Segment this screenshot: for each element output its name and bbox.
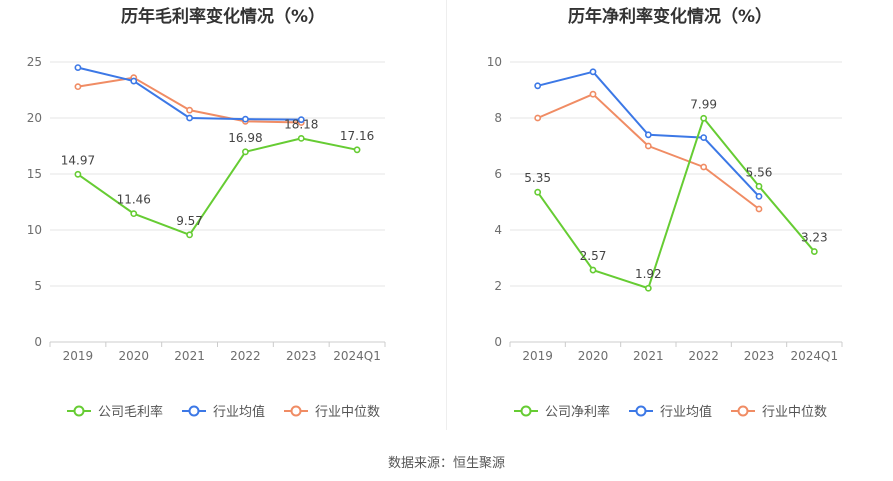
- data-point-company[interactable]: [130, 210, 138, 218]
- y-tick-label: 4: [494, 223, 502, 237]
- legend-line-icon: [181, 405, 206, 416]
- series-line-industry-median: [537, 93, 760, 210]
- net-margin-title: 历年净利率变化情况（%）: [567, 7, 773, 27]
- data-label: 18.18: [284, 117, 318, 131]
- y-tick-label: 25: [27, 55, 42, 69]
- data-point-company[interactable]: [810, 248, 818, 255]
- legend-item-industry-average[interactable]: 行业均值: [181, 401, 265, 420]
- y-tick-label: 2: [494, 279, 502, 293]
- data-point-industry-average[interactable]: [755, 192, 763, 200]
- data-label: 5.56: [746, 165, 773, 179]
- data-point-industry-median[interactable]: [755, 205, 763, 213]
- data-point-company[interactable]: [755, 182, 763, 190]
- legend-label: 行业均值: [659, 405, 712, 420]
- data-point-industry-average[interactable]: [186, 114, 193, 122]
- data-point-industry-average[interactable]: [534, 82, 542, 90]
- net-margin-legend: 公司净利率 行业均值 行业中位数: [447, 401, 893, 420]
- x-tick-label: 2022: [688, 349, 719, 363]
- data-point-company[interactable]: [589, 266, 597, 274]
- legend-line-icon: [66, 405, 91, 416]
- y-tick-label: 10: [487, 55, 502, 69]
- data-point-company[interactable]: [534, 188, 542, 196]
- data-label: 14.97: [61, 153, 95, 167]
- data-point-industry-median[interactable]: [700, 163, 708, 171]
- x-tick-label: 2021: [174, 349, 205, 363]
- data-point-company[interactable]: [700, 114, 708, 122]
- y-tick-label: 0: [34, 335, 42, 349]
- legend-item-industry-median[interactable]: 行业中位数: [730, 401, 827, 420]
- legend-label: 公司毛利率: [97, 405, 163, 420]
- legend-line-icon: [284, 405, 308, 416]
- data-label: 5.35: [524, 171, 551, 185]
- x-tick-label: 2023: [286, 349, 317, 363]
- x-tick-label: 2019: [522, 349, 553, 363]
- data-label: 16.98: [228, 131, 262, 145]
- legend-item-industry-average[interactable]: 行业均值: [628, 401, 712, 420]
- data-label: 3.23: [801, 231, 828, 245]
- data-point-company[interactable]: [353, 146, 361, 154]
- x-tick-label: 2020: [578, 349, 609, 363]
- legend-label: 行业中位数: [762, 405, 828, 420]
- data-label: 2.57: [580, 249, 607, 263]
- data-point-industry-average[interactable]: [74, 64, 82, 71]
- legend-item-industry-median[interactable]: 行业中位数: [283, 401, 380, 420]
- gross-margin-legend: 公司毛利率 行业均值 行业中位数: [0, 401, 446, 420]
- legend-line-icon: [513, 405, 538, 416]
- net-margin-chart: 0 2 4 6 8 10 2019 2020 2021 2022 2023 2024Q1 5.35 2.5…: [487, 55, 843, 363]
- data-point-industry-median[interactable]: [589, 90, 597, 98]
- x-tick-label: 2022: [230, 349, 261, 363]
- data-point-company[interactable]: [242, 148, 249, 156]
- data-point-industry-median[interactable]: [74, 83, 82, 91]
- legend-label: 行业均值: [212, 405, 265, 420]
- net-margin-panel: 历年净利率变化情况（%） 0 2 4 6 8 10 2019 2020 2021 2022 2023…: [447, 0, 893, 440]
- legend-item-company-gross-margin[interactable]: 公司毛利率: [66, 401, 163, 420]
- gross-margin-title: 历年毛利率变化情况（%）: [120, 7, 326, 27]
- data-point-industry-average[interactable]: [700, 134, 708, 141]
- y-tick-label: 6: [494, 167, 502, 181]
- data-label: 17.16: [340, 129, 374, 143]
- data-point-company[interactable]: [186, 231, 193, 239]
- data-point-industry-median[interactable]: [644, 142, 652, 150]
- legend-line-icon: [731, 405, 755, 416]
- x-tick-label: 2019: [63, 349, 94, 363]
- data-point-company[interactable]: [644, 284, 652, 292]
- series-line-company: [536, 117, 816, 290]
- gross-margin-chart: 0 5 10 15 20 25 2019 2020 2021 2022 2023 2024Q1 14.9…: [27, 55, 386, 363]
- data-point-industry-average[interactable]: [242, 115, 249, 123]
- y-tick-label: 10: [27, 223, 42, 237]
- panel-divider: [446, 0, 447, 430]
- data-source-note: 数据来源：恒生聚源: [387, 456, 505, 471]
- data-label: 11.46: [117, 193, 151, 207]
- legend-item-company-net-margin[interactable]: 公司净利率: [513, 401, 610, 420]
- y-tick-label: 20: [27, 111, 42, 125]
- series-line-company: [77, 137, 358, 236]
- x-tick-label: 2021: [633, 349, 664, 363]
- x-tick-label: 2020: [118, 349, 149, 363]
- y-tick-label: 8: [494, 111, 502, 125]
- data-label: 1.92: [635, 267, 662, 281]
- data-point-industry-median[interactable]: [186, 106, 193, 114]
- data-label: 7.99: [690, 97, 717, 111]
- legend-line-icon: [628, 405, 653, 416]
- y-tick-label: 5: [34, 279, 42, 293]
- x-tick-label: 2024Q1: [333, 349, 381, 363]
- data-point-industry-average[interactable]: [130, 77, 138, 85]
- legend-label: 行业中位数: [315, 405, 381, 420]
- gross-margin-panel: 历年毛利率变化情况（%） 0 5 10 15 20 25 2019 2020 2021 2022 2…: [0, 0, 446, 440]
- x-tick-label: 2023: [744, 349, 775, 363]
- data-point-industry-average[interactable]: [644, 131, 652, 139]
- y-tick-label: 0: [494, 335, 502, 349]
- data-point-industry-median[interactable]: [534, 114, 542, 122]
- x-tick-label: 2024Q1: [791, 349, 839, 363]
- data-point-company[interactable]: [297, 134, 305, 142]
- data-point-industry-average[interactable]: [297, 116, 305, 124]
- data-point-company[interactable]: [74, 170, 82, 178]
- data-label: 9.57: [176, 214, 203, 228]
- legend-label: 公司净利率: [544, 405, 610, 420]
- y-tick-label: 15: [27, 167, 42, 181]
- data-point-industry-average[interactable]: [589, 68, 597, 76]
